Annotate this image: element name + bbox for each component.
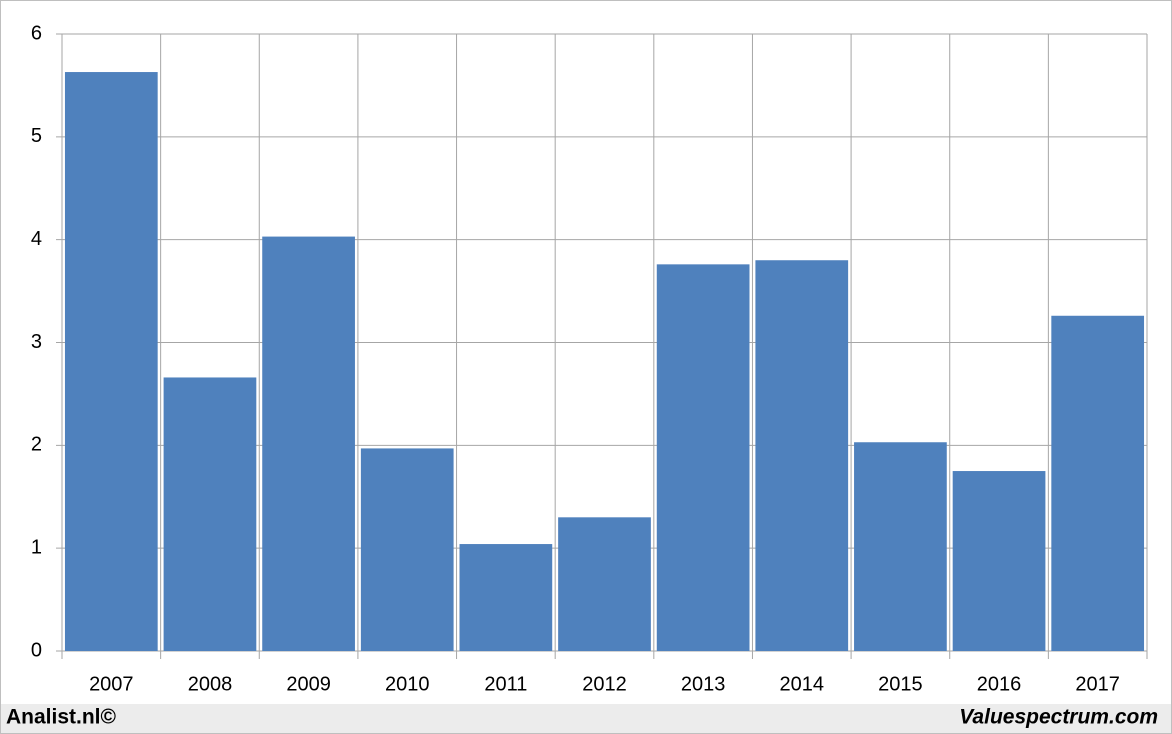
bar [952, 471, 1046, 651]
y-tick-label: 3 [31, 331, 42, 353]
source-right: Valuespectrum.com [959, 706, 1158, 729]
bar [262, 236, 355, 651]
x-tick-label: 2017 [1075, 673, 1120, 695]
x-tick-label: 2008 [188, 673, 233, 695]
x-tick-label: 2013 [681, 673, 726, 695]
y-tick-label: 0 [31, 639, 42, 661]
y-tick-label: 2 [31, 434, 42, 456]
x-tick-label: 2009 [286, 673, 331, 695]
x-tick-label: 2011 [484, 673, 527, 695]
x-tick-label: 2012 [582, 673, 627, 695]
x-tick-label: 2016 [977, 673, 1022, 695]
bar [656, 264, 750, 651]
source-left: Analist.nl© [6, 706, 117, 729]
x-tick-label: 2007 [89, 673, 134, 695]
footer-band [1, 704, 1171, 733]
y-tick-label: 4 [31, 228, 42, 250]
bar [558, 517, 651, 651]
bar [854, 442, 947, 651]
x-tick-label: 2010 [385, 673, 430, 695]
x-tick-label: 2014 [780, 673, 825, 695]
bar [459, 544, 553, 651]
bar [163, 377, 257, 651]
x-tick-label: 2015 [878, 673, 923, 695]
y-tick-label: 6 [31, 22, 42, 44]
bar [755, 260, 849, 651]
bar [64, 72, 158, 651]
bar [360, 448, 454, 651]
y-tick-label: 5 [31, 125, 42, 147]
bar [1051, 315, 1145, 651]
y-tick-label: 1 [31, 536, 42, 558]
